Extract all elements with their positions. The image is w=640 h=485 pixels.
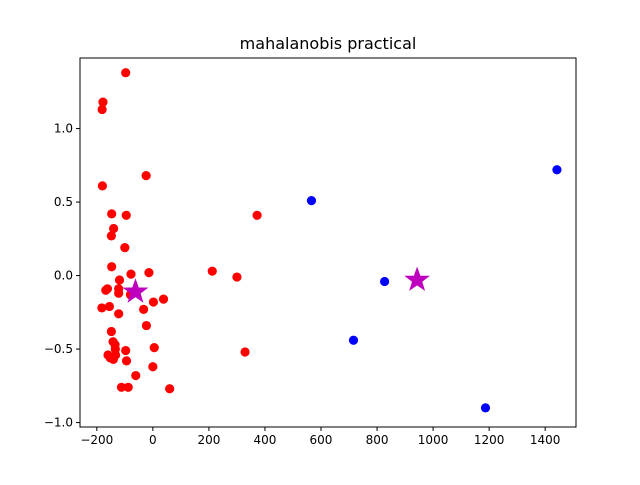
x-tick-label-5: 800 (366, 433, 389, 447)
scatter-point-s0-34 (121, 345, 131, 356)
scatter-point-s0-25 (104, 301, 115, 312)
scatter-point-s0-22 (158, 294, 169, 304)
scatter-point-s0-41 (148, 362, 158, 372)
scatter-point-s0-1 (98, 97, 108, 107)
plot-frame (79, 57, 577, 428)
y-tick-label-1: −0.5 (44, 342, 73, 356)
x-tick-label-7: 1200 (474, 433, 505, 447)
scatter-point-s0-11 (107, 262, 117, 272)
y-axis: −1.0 −0.5 0.0 0.5 1.0 (44, 122, 80, 430)
scatter-point-s0-37 (240, 347, 250, 357)
chart-title: mahalanobis practical (240, 34, 417, 53)
scatter-point-s0-12 (207, 266, 217, 276)
data-marks (97, 68, 562, 413)
scatter-point-s1-2 (380, 276, 390, 287)
scatter-point-s0-5 (107, 209, 117, 219)
scatter-point-s0-16 (114, 275, 125, 285)
y-tick-label-2: 0.0 (54, 269, 73, 283)
x-tick-label-3: 400 (253, 433, 276, 447)
x-tick-label-6: 1000 (418, 433, 449, 447)
scatter-point-s0-44 (123, 382, 133, 392)
scatter-point-s0-45 (165, 384, 175, 394)
scatter-point-s0-0 (121, 68, 131, 78)
scatter-point-s0-39 (108, 354, 118, 364)
scatter-point-s0-43 (116, 382, 127, 392)
x-tick-label-4: 600 (310, 433, 333, 447)
scatter-point-s0-26 (139, 304, 149, 314)
scatter-point-s0-23 (148, 297, 159, 307)
y-tick-label-3: 0.5 (54, 195, 73, 209)
scatter-point-s0-8 (109, 223, 119, 234)
scatter-point-s0-13 (144, 268, 154, 278)
scatter-point-s0-2 (97, 104, 107, 115)
y-tick-label-4: 1.0 (54, 122, 73, 136)
centroid-star-0 (122, 278, 149, 303)
x-tick-label-2: 200 (197, 433, 220, 447)
scatter-point-s0-18 (101, 285, 111, 295)
scatter-point-s0-6 (121, 210, 131, 220)
scatter-point-s0-33 (149, 343, 159, 353)
scatter-point-s0-14 (126, 269, 136, 279)
scatter-point-s1-1 (552, 165, 562, 175)
x-tick-label-1: 0 (149, 433, 157, 447)
scatter-point-s0-27 (114, 309, 124, 319)
scatter-point-s0-7 (252, 210, 262, 220)
scatter-point-s0-4 (141, 171, 151, 181)
x-tick-label-8: 1400 (530, 433, 561, 447)
centroid-star-1 (404, 266, 430, 291)
scatter-point-s1-4 (480, 403, 491, 413)
scatter-point-s0-10 (120, 243, 130, 253)
scatter-point-s0-40 (121, 356, 132, 366)
x-tick-label-0: −200 (80, 433, 113, 447)
scatter-point-s0-15 (232, 272, 242, 282)
scatter-point-s0-24 (97, 303, 107, 313)
scatter-point-s0-3 (97, 181, 108, 191)
scatter-point-s0-29 (106, 326, 116, 337)
scatter-point-s0-42 (131, 370, 141, 381)
scatter-point-s0-20 (114, 288, 124, 298)
y-tick-label-0: −1.0 (44, 416, 73, 430)
x-axis: −200 0 200 400 600 800 1000 1200 1400 (80, 427, 560, 447)
scatter-point-s0-28 (141, 320, 152, 331)
scatter-point-s1-3 (348, 335, 359, 345)
scatter-point-s0-9 (106, 231, 116, 241)
scatter-point-s1-0 (306, 196, 317, 206)
